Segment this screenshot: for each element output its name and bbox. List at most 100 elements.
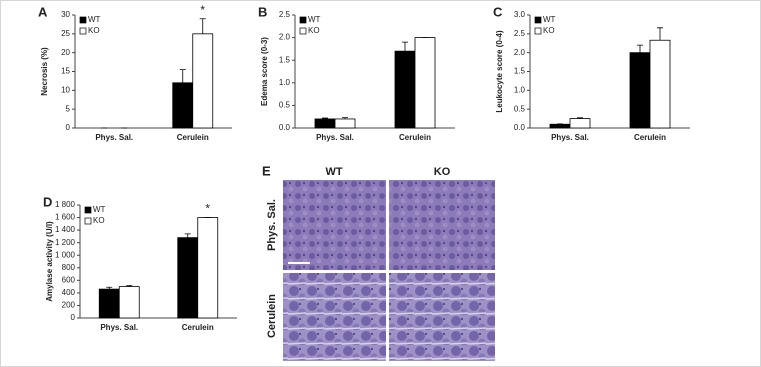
y-tick-label: 10	[61, 85, 70, 94]
error-bar	[342, 117, 348, 119]
histology-panel: E WT KO Phys. Sal. Cerulein	[262, 163, 495, 361]
micrograph	[283, 180, 386, 270]
y-axis-label: Leukocyte score (0-4)	[495, 30, 504, 113]
y-tick-label: 30	[61, 10, 70, 19]
bar	[192, 33, 214, 129]
y-axis-label: Edema score (0-3)	[260, 37, 269, 106]
micrograph	[389, 180, 495, 270]
bar	[98, 288, 120, 319]
y-tick-label: 800	[62, 263, 76, 272]
y-tick-label: 2.0	[279, 33, 291, 42]
bar	[414, 37, 436, 129]
legend-swatch	[84, 217, 92, 225]
legend-label: WT	[93, 205, 106, 214]
error-bar	[126, 285, 133, 287]
y-tick-label: 200	[62, 301, 76, 310]
column-label: WT	[325, 166, 342, 178]
legend-label: WT	[88, 15, 101, 24]
significance-mark: *	[200, 3, 205, 17]
column-label: KO	[434, 166, 451, 178]
y-tick-label: 1.5	[279, 55, 291, 64]
y-tick-label: 3.0	[514, 10, 526, 19]
y-tick-label: 0	[66, 123, 71, 132]
x-tick-label: Cerulein	[182, 323, 214, 332]
y-tick-label: 20	[61, 48, 70, 57]
legend-swatch	[299, 16, 307, 24]
x-tick-label: Cerulein	[399, 133, 431, 142]
y-axis-label: Necrosis (%)	[40, 47, 49, 96]
x-tick-label: Phys. Sal.	[551, 133, 589, 142]
legend-label: KO	[93, 216, 105, 225]
x-tick-label: Cerulein	[634, 133, 666, 142]
y-axis-label: Amylase activity (U/l)	[45, 221, 54, 302]
error-bar	[179, 69, 186, 83]
bar	[649, 39, 671, 129]
error-bar	[199, 18, 206, 34]
panel-label: C	[493, 4, 503, 19]
panel-label: B	[258, 4, 267, 19]
y-tick-label: 600	[62, 275, 76, 284]
legend-swatch	[84, 206, 92, 214]
y-tick-label: 2.0	[514, 48, 526, 57]
x-tick-label: Phys. Sal.	[95, 133, 133, 142]
error-bar	[657, 27, 663, 41]
y-tick-label: 25	[61, 29, 70, 38]
bar	[549, 123, 571, 129]
error-bar	[402, 41, 408, 52]
bar	[177, 237, 199, 319]
legend-swatch	[299, 27, 307, 35]
bar	[197, 217, 219, 319]
bar	[629, 52, 651, 129]
y-tick-label: 1 600	[55, 213, 76, 222]
legend-label: KO	[543, 26, 555, 35]
y-tick-label: 2.5	[514, 29, 526, 38]
x-tick-label: Phys. Sal.	[100, 323, 138, 332]
y-tick-label: 0.5	[279, 101, 291, 110]
micrograph	[283, 273, 386, 361]
panel-label: A	[38, 4, 48, 19]
legend-label: WT	[308, 15, 321, 24]
y-tick-label: 1.5	[514, 67, 526, 76]
bar	[569, 118, 591, 129]
y-tick-label: 0	[71, 313, 76, 322]
bar	[118, 286, 140, 319]
bar	[394, 50, 416, 129]
legend-swatch	[534, 16, 542, 24]
panel-label: E	[262, 163, 271, 178]
error-bar	[106, 286, 113, 290]
legend-swatch	[534, 27, 542, 35]
y-tick-label: 5	[66, 104, 71, 113]
error-bar	[322, 117, 328, 119]
legend-swatch	[79, 27, 87, 35]
y-tick-label: 1 000	[55, 250, 76, 259]
error-bar	[637, 44, 643, 53]
y-tick-label: 0.5	[514, 104, 526, 113]
bar	[314, 118, 336, 129]
x-tick-label: Phys. Sal.	[316, 133, 354, 142]
error-bar	[184, 233, 191, 238]
bar	[334, 118, 356, 129]
y-tick-label: 1.0	[514, 85, 526, 94]
legend-label: KO	[308, 26, 320, 35]
y-tick-label: 0.0	[514, 123, 526, 132]
y-tick-label: 1.0	[279, 78, 291, 87]
panel-label: D	[43, 194, 52, 209]
y-tick-label: 1 800	[55, 200, 76, 209]
legend-label: KO	[88, 26, 100, 35]
row-label: Phys. Sal.	[266, 199, 278, 251]
significance-mark: *	[205, 202, 210, 216]
legend-swatch	[79, 16, 87, 24]
row-label: Cerulein	[266, 294, 278, 338]
error-bar	[577, 117, 583, 119]
y-tick-label: 400	[62, 288, 76, 297]
y-tick-label: 15	[61, 67, 70, 76]
bar	[172, 82, 194, 129]
y-tick-label: 2.5	[279, 10, 291, 19]
y-tick-label: 1 200	[55, 238, 76, 247]
y-tick-label: 0.0	[279, 123, 291, 132]
y-tick-label: 1 400	[55, 225, 76, 234]
micrograph	[389, 273, 495, 361]
x-tick-label: Cerulein	[177, 133, 209, 142]
legend-label: WT	[543, 15, 556, 24]
